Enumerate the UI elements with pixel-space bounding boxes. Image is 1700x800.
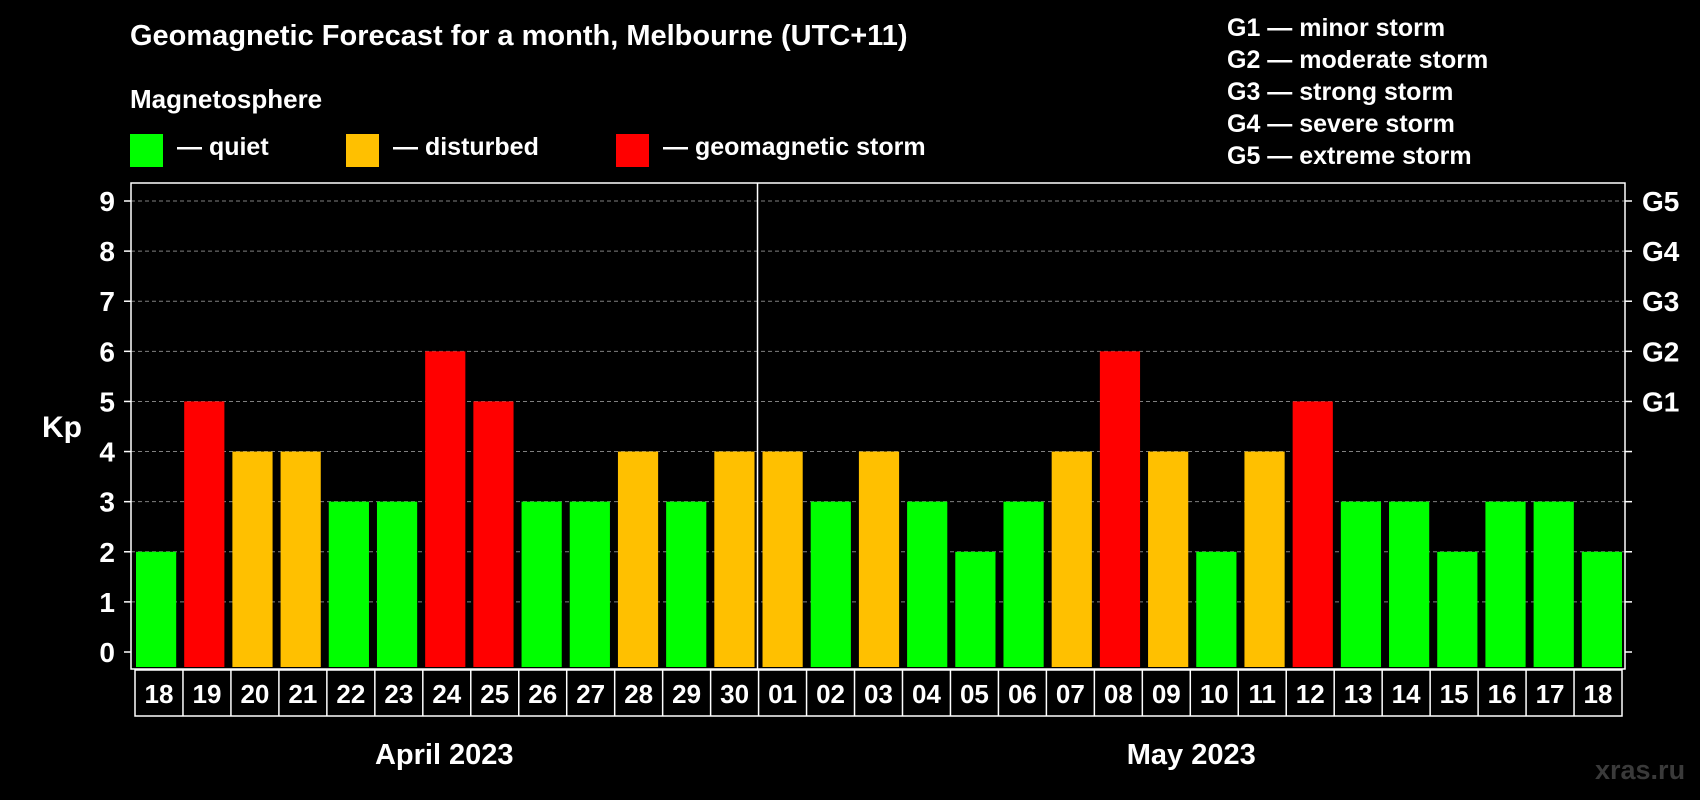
x-tick-label: 04 — [912, 679, 941, 709]
x-tick-label: 27 — [576, 679, 605, 709]
magnetosphere-label: Magnetosphere — [130, 84, 323, 114]
x-tick-label: 17 — [1536, 679, 1565, 709]
x-tick-label: 28 — [624, 679, 653, 709]
g-scale-label: G3 — [1642, 286, 1679, 317]
x-tick-label: 14 — [1392, 679, 1421, 709]
x-tick-label: 09 — [1152, 679, 1181, 709]
x-tick-label: 11 — [1248, 679, 1276, 709]
bar-23 — [1244, 451, 1285, 667]
month-label: April 2023 — [375, 739, 514, 771]
x-tick-label: 13 — [1344, 679, 1373, 709]
x-tick-label: 16 — [1488, 679, 1517, 709]
x-tick-label: 26 — [528, 679, 557, 709]
x-tick-label: 01 — [768, 679, 797, 709]
storm-scale-g5: G5 — extreme storm — [1227, 142, 1472, 170]
x-tick-label: 07 — [1056, 679, 1085, 709]
y-tick-label: 5 — [99, 386, 115, 417]
x-tick-label: 06 — [1008, 679, 1037, 709]
bar-4 — [328, 501, 369, 667]
bar-27 — [1437, 551, 1478, 667]
x-tick-label: 05 — [960, 679, 989, 709]
bar-13 — [762, 451, 803, 667]
bar-15 — [858, 451, 900, 667]
x-tick-label: 18 — [1584, 679, 1613, 709]
bar-10 — [617, 451, 659, 667]
x-tick-label: 25 — [480, 679, 509, 709]
x-tick-label: 12 — [1296, 679, 1325, 709]
x-tick-label: 20 — [240, 679, 269, 709]
storm-scale-g4: G4 — severe storm — [1227, 110, 1455, 138]
x-tick-label: 21 — [288, 679, 317, 709]
y-tick-label: 0 — [99, 637, 115, 668]
bar-26 — [1389, 501, 1430, 667]
date-table — [134, 669, 1623, 717]
x-tick-label: 19 — [192, 679, 221, 709]
y-tick-label: 3 — [99, 487, 115, 518]
g-scale-label: G5 — [1642, 186, 1679, 217]
g-scale-label: G2 — [1642, 336, 1679, 367]
x-tick-label: 08 — [1104, 679, 1133, 709]
y-tick-label: 7 — [99, 286, 115, 317]
x-tick-label: 24 — [432, 679, 461, 709]
bar-2 — [232, 451, 273, 667]
legend-label-storm: — geomagnetic storm — [663, 133, 926, 161]
x-tick-label: 03 — [864, 679, 893, 709]
bar-12 — [714, 451, 755, 667]
bar-5 — [376, 501, 418, 667]
y-tick-label: 1 — [99, 587, 115, 618]
bar-1 — [184, 401, 225, 667]
bar-19 — [1051, 451, 1092, 667]
chart-title: Geomagnetic Forecast for a month, Melbou… — [130, 20, 908, 52]
bar-21 — [1148, 451, 1189, 667]
legend-label-disturbed: — disturbed — [393, 133, 539, 161]
bar-0 — [136, 551, 177, 667]
legend-swatch-quiet — [130, 134, 163, 167]
x-tick-label: 23 — [384, 679, 413, 709]
y-tick-label: 9 — [99, 186, 115, 217]
bar-24 — [1292, 401, 1333, 667]
x-tick-label: 30 — [720, 679, 749, 709]
bar-29 — [1533, 501, 1574, 667]
month-label: May 2023 — [1127, 739, 1256, 771]
bar-25 — [1340, 501, 1382, 667]
y-tick-label: 6 — [99, 336, 115, 367]
legend-label-quiet: — quiet — [177, 133, 269, 161]
bar-6 — [425, 351, 466, 667]
bar-11 — [666, 501, 707, 667]
bar-28 — [1485, 501, 1526, 667]
x-tick-label: 02 — [816, 679, 845, 709]
x-tick-label: 10 — [1200, 679, 1229, 709]
bar-3 — [280, 451, 321, 667]
plot-frame — [130, 182, 1626, 670]
g-scale-label: G4 — [1642, 236, 1680, 267]
bar-30 — [1581, 551, 1622, 667]
x-tick-label: 18 — [145, 679, 174, 709]
bar-18 — [1003, 501, 1044, 667]
bar-17 — [955, 551, 996, 667]
bar-7 — [473, 401, 514, 667]
bar-14 — [810, 501, 851, 667]
storm-scale-g1: G1 — minor storm — [1227, 14, 1446, 42]
y-axis-label: Kp — [42, 411, 82, 444]
bar-22 — [1196, 551, 1237, 667]
storm-scale-g3: G3 — strong storm — [1227, 78, 1454, 106]
legend-swatch-storm — [616, 134, 649, 167]
x-tick-label: 15 — [1440, 679, 1469, 709]
x-tick-label: 29 — [672, 679, 701, 709]
bar-8 — [521, 501, 562, 667]
y-tick-label: 2 — [99, 537, 115, 568]
y-tick-label: 8 — [99, 236, 115, 267]
x-tick-label: 22 — [336, 679, 365, 709]
bar-20 — [1099, 351, 1141, 667]
bar-9 — [569, 501, 610, 667]
legend-swatch-disturbed — [346, 134, 379, 167]
storm-scale-g2: G2 — moderate storm — [1227, 46, 1489, 74]
g-scale-label: G1 — [1642, 386, 1679, 417]
watermark: xras.ru — [1595, 755, 1686, 785]
y-tick-label: 4 — [99, 437, 115, 468]
bar-16 — [907, 501, 948, 667]
